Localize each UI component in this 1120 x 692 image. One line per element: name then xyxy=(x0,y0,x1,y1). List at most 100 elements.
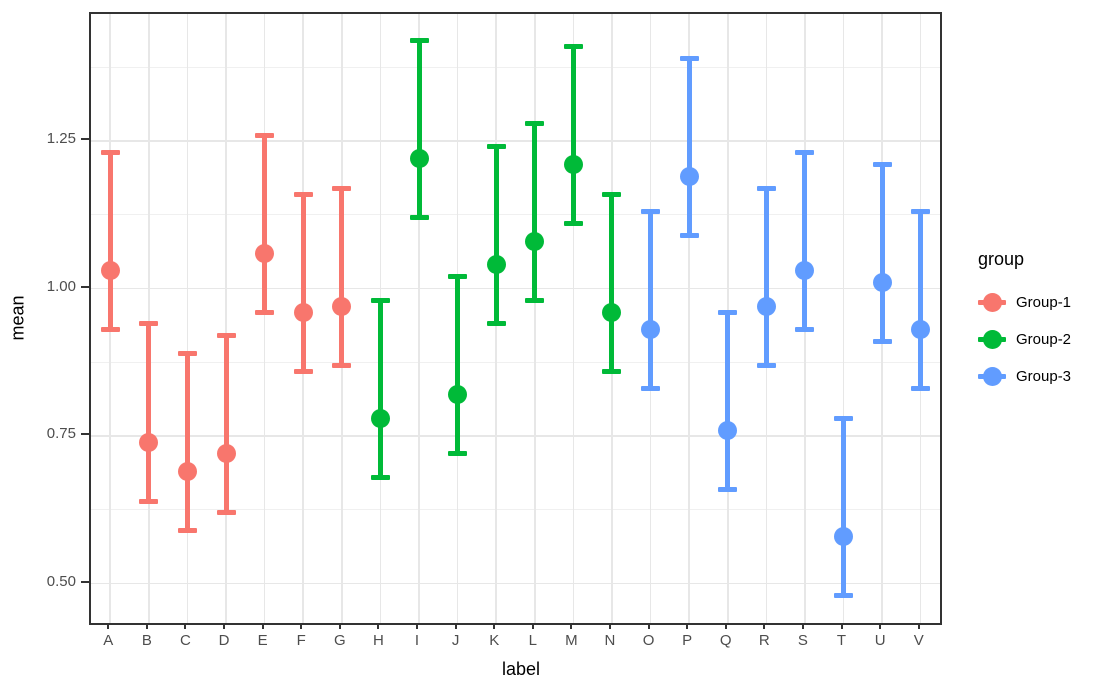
legend-title: group xyxy=(978,249,1025,269)
errorbar-line-E xyxy=(262,135,268,313)
errorbar-line-P xyxy=(686,58,692,236)
errorbar-cap-bottom-T xyxy=(834,593,854,598)
x-tick-mark xyxy=(300,623,303,629)
errorbar-cap-bottom-I xyxy=(409,215,429,221)
errorbar-cap-bottom-E xyxy=(255,309,275,315)
x-tick-label: V xyxy=(913,632,924,649)
errorbar-line-I xyxy=(416,40,422,218)
errorbar-cap-top-C xyxy=(177,350,197,356)
point-S xyxy=(795,261,815,281)
point-J xyxy=(448,385,468,405)
errorbar-cap-top-F xyxy=(293,191,313,197)
errorbar-cap-top-U xyxy=(872,162,892,168)
errorbar-cap-top-V xyxy=(911,209,931,215)
errorbar-cap-bottom-H xyxy=(370,474,390,480)
point-C xyxy=(177,462,197,482)
errorbar-cap-bottom-G xyxy=(332,362,352,368)
key-dot xyxy=(982,330,1002,349)
x-tick-mark xyxy=(107,623,110,629)
errorbar-line-V xyxy=(918,211,924,389)
x-tick-label: A xyxy=(103,632,114,649)
x-tick-label: H xyxy=(373,632,384,649)
errorbar-cap-top-P xyxy=(679,55,699,61)
errorbar-cap-top-H xyxy=(370,297,390,303)
x-tick-mark xyxy=(454,623,457,629)
errorbar-cap-top-D xyxy=(216,333,236,339)
gridline-minor xyxy=(91,66,940,68)
x-tick-mark xyxy=(416,623,419,629)
errorbar-cap-top-M xyxy=(563,44,583,50)
point-U xyxy=(872,273,892,293)
x-tick-mark xyxy=(763,623,766,629)
errorbar-cap-bottom-B xyxy=(139,498,159,504)
gridline-vertical xyxy=(225,14,227,623)
legend-label: Group-3 xyxy=(1016,368,1072,385)
x-tick-label: N xyxy=(604,632,616,649)
legend-entry-group-1: Group-1 xyxy=(978,284,1118,321)
point-R xyxy=(756,296,776,316)
errorbar-line-H xyxy=(377,300,383,478)
errorbar-line-T xyxy=(841,418,847,596)
point-V xyxy=(911,320,931,340)
errorbar-cap-top-K xyxy=(486,144,506,150)
point-K xyxy=(486,255,506,275)
errorbar-cap-bottom-N xyxy=(602,368,622,374)
point-P xyxy=(679,166,699,186)
point-L xyxy=(525,231,545,251)
x-tick-mark xyxy=(223,623,226,629)
gridline-vertical xyxy=(842,14,845,623)
x-tick-label: J xyxy=(451,632,460,649)
errorbar-cap-bottom-M xyxy=(563,221,583,227)
x-tick-label: B xyxy=(141,632,152,649)
errorbar-line-K xyxy=(493,146,499,324)
gridline-vertical xyxy=(688,14,690,623)
gridline-vertical xyxy=(418,14,420,623)
point-H xyxy=(370,408,390,428)
errorbar-cap-top-A xyxy=(100,150,120,156)
x-tick-label: K xyxy=(489,632,500,649)
errorbar-cap-top-T xyxy=(834,415,854,421)
gridline-minor xyxy=(91,214,940,216)
x-tick-mark xyxy=(338,623,341,629)
x-tick-label: G xyxy=(333,632,346,649)
errorbar-line-F xyxy=(300,194,306,372)
pointrange-key-icon xyxy=(978,291,1008,315)
x-tick-mark xyxy=(724,623,727,629)
legend: group Group-1 Group-2 Group-3 xyxy=(978,249,1118,395)
errorbar-cap-bottom-Q xyxy=(718,486,738,492)
errorbar-line-G xyxy=(339,188,345,366)
gridline-vertical xyxy=(533,14,536,623)
x-tick-mark xyxy=(570,623,573,629)
errorbar-line-O xyxy=(648,211,654,389)
legend-entry-group-2: Group-2 xyxy=(978,321,1118,358)
key-dot xyxy=(982,367,1002,386)
point-A xyxy=(100,261,120,281)
y-tick-label: 1.25 xyxy=(46,129,76,147)
x-tick-label: I xyxy=(414,632,420,649)
pointrange-key-icon xyxy=(978,365,1008,389)
x-tick-label: U xyxy=(874,632,886,649)
x-tick-label: F xyxy=(296,632,306,649)
errorbar-cap-bottom-J xyxy=(448,451,468,457)
x-tick-mark xyxy=(493,623,496,629)
x-tick-label: T xyxy=(836,632,847,649)
x-tick-label: C xyxy=(180,632,191,649)
errorbar-cap-bottom-D xyxy=(216,510,236,516)
x-axis-title: label xyxy=(501,659,541,679)
y-tick-mark xyxy=(81,433,89,436)
errorbar-line-S xyxy=(802,152,808,330)
y-tick-mark xyxy=(81,285,89,288)
x-tick-mark xyxy=(879,623,882,629)
y-tick-label: 1.00 xyxy=(46,277,76,295)
key-dot xyxy=(982,293,1002,312)
gridline-vertical xyxy=(186,14,189,623)
errorbar-cap-top-R xyxy=(756,185,776,191)
errorbar-cap-bottom-O xyxy=(641,386,661,392)
errorbar-cap-bottom-V xyxy=(911,386,931,392)
x-tick-mark xyxy=(686,623,689,629)
legend-entry-group-3: Group-3 xyxy=(978,358,1118,395)
gridline-major xyxy=(91,140,940,142)
errorbar-line-N xyxy=(609,194,615,372)
point-D xyxy=(216,444,236,464)
